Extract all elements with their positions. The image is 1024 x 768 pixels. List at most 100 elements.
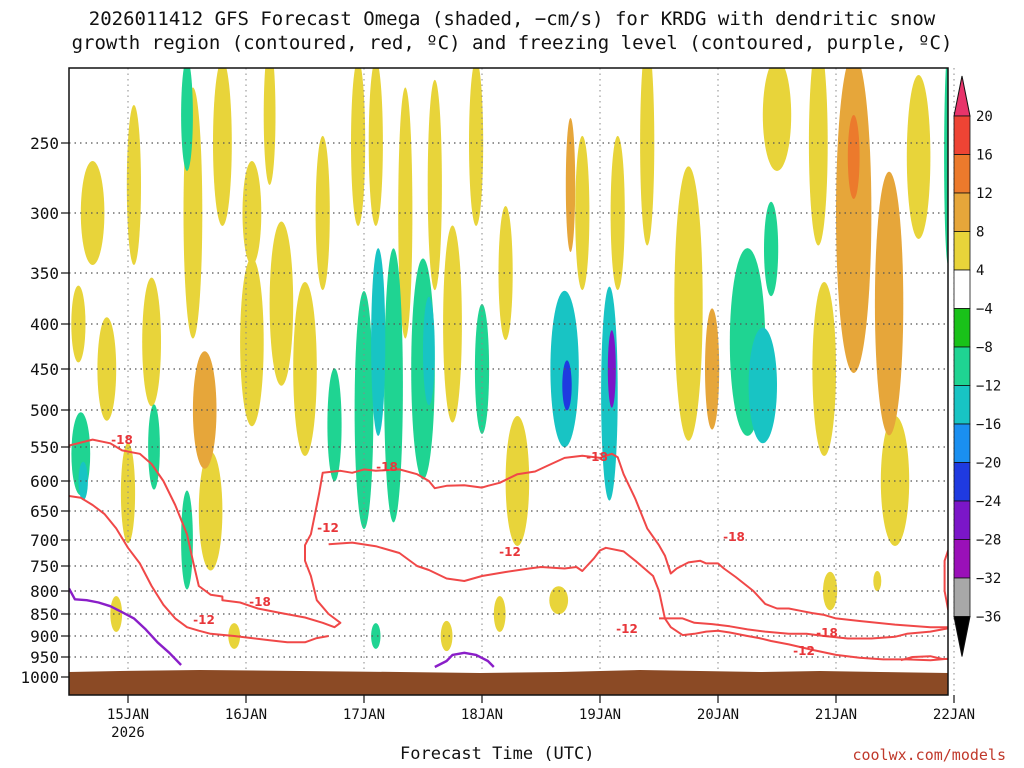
omega-cell	[80, 161, 105, 265]
omega-cell	[443, 225, 462, 423]
dgz-contour-line	[943, 549, 948, 611]
contour-label: -18	[723, 530, 745, 544]
omega-cell	[705, 308, 720, 430]
contour-label: -12	[499, 545, 521, 559]
y-tick-label: 300	[30, 204, 59, 223]
omega-cell	[351, 68, 366, 226]
contour-label: -18	[586, 450, 608, 464]
contour-label: -18	[249, 595, 271, 609]
colorbar-swatch	[953, 192, 971, 232]
y-tick-label: 650	[30, 502, 59, 521]
plot-frame	[68, 67, 949, 696]
omega-cell	[607, 330, 616, 408]
x-tick-label: 16JAN	[225, 707, 267, 723]
omega-cell	[181, 490, 193, 590]
dgz-contour-line	[900, 655, 948, 662]
colorbar-cap-bottom	[953, 616, 971, 657]
omega-cell	[823, 571, 838, 611]
omega-cell	[384, 248, 403, 523]
colorbar-tick-label: 16	[976, 148, 993, 164]
colorbar-swatch	[953, 154, 971, 194]
y-tick-label: 950	[30, 648, 59, 667]
colorbar-tick-label: −28	[976, 533, 1001, 549]
y-tick-label: 450	[30, 360, 59, 379]
omega-cell	[610, 135, 625, 291]
y-tick-label: 550	[30, 438, 59, 457]
omega-cell	[906, 75, 931, 239]
omega-cell	[423, 296, 435, 406]
omega-cell	[440, 620, 453, 652]
colorbar-swatch	[953, 115, 971, 155]
omega-cell	[640, 68, 655, 246]
x-tick-label: 21JAN	[815, 707, 857, 723]
x-axis-label: Forecast Time (UTC)	[400, 744, 595, 764]
y-tick-label: 900	[30, 627, 59, 646]
y-tick-label: 600	[30, 472, 59, 491]
time-axis: 15JAN 2026 16JAN 17JAN 18JAN 19JAN 20JAN 21JAN 2…	[107, 695, 975, 741]
omega-cell	[293, 282, 317, 456]
colorbar-tick-label: 20	[976, 109, 993, 125]
x-tick-label: 18JAN	[461, 707, 503, 723]
omega-cell	[240, 257, 264, 427]
colorbar-tick-label: 8	[976, 225, 984, 241]
dgz-contour-line	[69, 495, 329, 644]
omega-cell	[371, 248, 386, 436]
x-tick-label: 15JAN	[107, 707, 149, 723]
omega-cell	[371, 623, 381, 649]
contour-label: -12	[317, 521, 339, 535]
y-tick-label: 250	[30, 134, 59, 153]
omega-cell	[198, 451, 223, 571]
chart-title-line-1: 2026011412 GFS Forecast Omega (shaded, −…	[88, 8, 936, 30]
credit-link[interactable]: coolwx.com/models	[852, 746, 1006, 764]
omega-cell	[847, 115, 860, 199]
pressure-axis: 250 300 350 400 450 500 550 600 650 700 750 800 850 9…	[20, 134, 69, 687]
colorbar-swatch	[953, 308, 971, 348]
dgz-contour-line	[328, 541, 948, 662]
omega-cell	[549, 586, 569, 615]
x-tick-label: 17JAN	[343, 707, 385, 723]
y-tick-label: 800	[30, 582, 59, 601]
x-tick-label: 22JAN	[933, 707, 975, 723]
omega-cell	[764, 201, 779, 297]
omega-cell	[873, 571, 882, 591]
contour-label: -18	[111, 433, 133, 447]
omega-cell	[575, 135, 590, 291]
colorbar-tick-label: −16	[976, 417, 1001, 433]
omega-cell	[71, 285, 86, 363]
colorbar-swatch	[953, 539, 971, 579]
colorbar-tick-label: −32	[976, 571, 1001, 587]
colorbar-tick-label: −4	[976, 302, 993, 318]
omega-cell	[181, 68, 193, 171]
omega-cell	[762, 68, 792, 171]
colorbar-tick-label: −24	[976, 494, 1001, 510]
colorbar-tick-label: −36	[976, 610, 1001, 626]
x-tick-label: 19JAN	[579, 707, 621, 723]
omega-cell	[469, 68, 484, 226]
omega-cell	[944, 68, 948, 265]
contour-label: -12	[793, 644, 815, 658]
colorbar-tick-label: −12	[976, 379, 1001, 395]
omega-cell	[493, 596, 506, 632]
y-tick-label: 750	[30, 557, 59, 576]
colorbar-tick-label: −8	[976, 340, 993, 356]
colorbar: 20 16 12 8 4 −4 −8 −12 −16 −20 −24 −28 −32 −36	[953, 75, 1001, 657]
dgz-contour-line	[659, 617, 948, 640]
contour-label: -12	[616, 622, 638, 636]
omega-cell	[812, 282, 836, 456]
colorbar-swatch	[953, 500, 971, 540]
omega-cell	[269, 221, 294, 386]
dgz-contour-line	[69, 438, 948, 629]
omega-cell	[562, 360, 572, 411]
colorbar-swatch	[953, 462, 971, 502]
colorbar-swatch	[953, 269, 971, 309]
colorbar-swatch	[953, 231, 971, 271]
omega-cell	[97, 317, 117, 421]
terrain-ground	[69, 670, 948, 695]
colorbar-tick-label: −20	[976, 456, 1001, 472]
omega-cell	[674, 166, 703, 441]
dgz-contours	[69, 438, 948, 662]
y-tick-label: 400	[30, 315, 59, 334]
omega-cell	[505, 416, 530, 546]
freezing-level-contours	[69, 587, 495, 669]
